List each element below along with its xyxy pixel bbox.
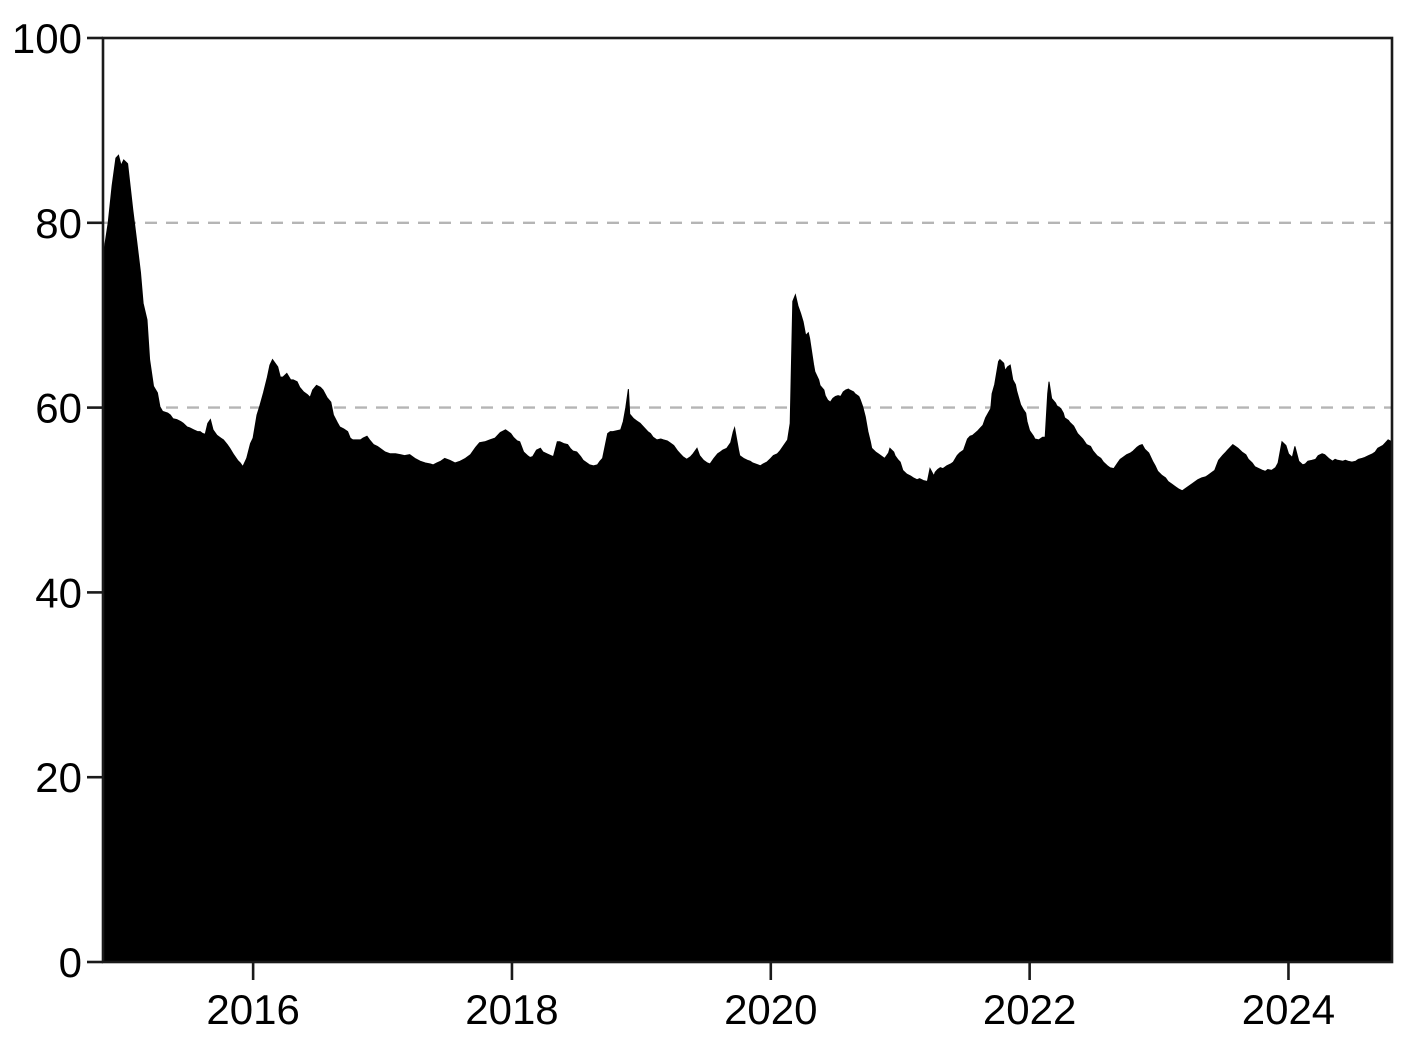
y-tick-label: 0 [59, 939, 82, 986]
y-axis: 0 20 40 60 80 100 [12, 15, 103, 986]
y-tick-label: 80 [35, 200, 82, 247]
y-tick-label: 20 [35, 754, 82, 801]
plot-frame [101, 36, 1394, 964]
x-tick-label: 2018 [465, 986, 558, 1033]
x-tick-label: 2020 [724, 986, 817, 1033]
y-tick-label: 100 [12, 15, 82, 62]
y-tick-label: 60 [35, 385, 82, 432]
x-tick-label: 2022 [983, 986, 1076, 1033]
area-series [102, 154, 1393, 963]
x-tick-label: 2016 [206, 986, 299, 1033]
x-axis: 2016 2018 2020 2022 2024 [206, 962, 1335, 1033]
y-tick-label: 40 [35, 569, 82, 616]
x-tick-label: 2024 [1242, 986, 1335, 1033]
